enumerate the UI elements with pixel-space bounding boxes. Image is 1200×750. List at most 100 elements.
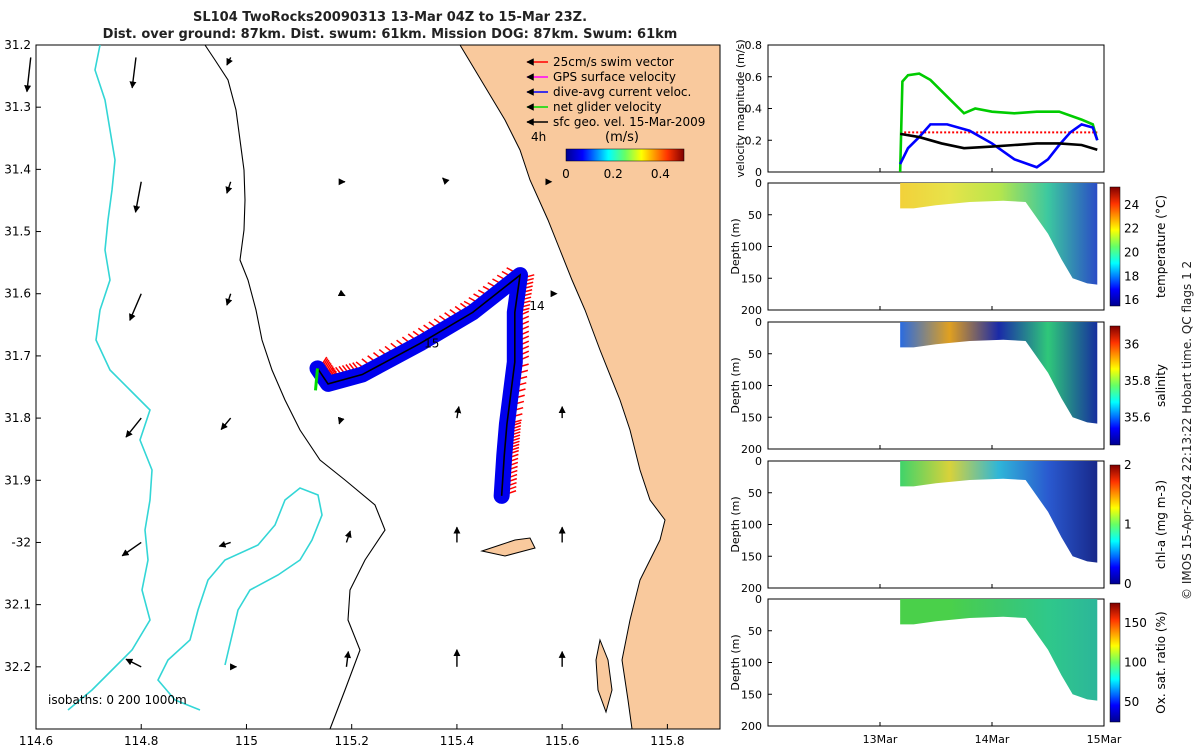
legend-label: sfc geo. vel. 15-Mar-2009	[553, 115, 705, 129]
isobath-1000m-b	[157, 487, 323, 711]
colorbar-label: Ox. sat. ratio (%)	[1154, 611, 1168, 713]
map-y-tick-label: 31.4	[4, 162, 31, 176]
map-y-tick-label: 31.2	[4, 38, 31, 52]
colorbar-tick-label: 100	[1124, 656, 1147, 670]
surface-vector	[454, 406, 462, 419]
y-tick-label: 200	[741, 582, 762, 595]
section-field	[900, 183, 1098, 285]
y-tick-label: 0.6	[745, 71, 763, 84]
surface-vector	[344, 530, 352, 543]
y-tick-label: 100	[741, 380, 762, 393]
isobath-1000m	[67, 44, 153, 711]
x-tick-label: 15Mar	[1087, 733, 1122, 746]
x-tick-label: 13Mar	[863, 733, 898, 746]
surface-velocity-vectors	[24, 57, 566, 671]
section-colorbar	[1109, 325, 1121, 446]
section-panel: 0 50 100 150 200 Depth (m) 16 18 20 22 24 temperatu…	[729, 177, 1168, 317]
y-tick-label: 100	[741, 241, 762, 254]
surface-vector	[121, 541, 142, 557]
legend-note: 4h	[531, 130, 546, 144]
section-panel: 0 50 100 150 200 Depth (m) 35.6 35.8 36 salinity	[729, 316, 1168, 456]
y-tick-label: 50	[748, 625, 762, 638]
colorbar-tick-label: 24	[1124, 198, 1139, 212]
section-colorbar	[1109, 186, 1121, 307]
y-tick-label: 200	[741, 443, 762, 456]
speed-colorbar	[565, 148, 685, 162]
map-y-tick-label: 31.7	[4, 349, 31, 363]
surface-vector	[129, 293, 142, 321]
y-tick-label: 50	[748, 348, 762, 361]
map-axis-ticks: 114.6 114.8 115 115.2 115.4 115.6 115.8 31.2 31.…	[4, 38, 684, 748]
colorbar-tick-label: 2	[1124, 458, 1132, 472]
map-x-tick-label: 115.4	[440, 734, 474, 748]
section-panel: 0 50 100 150 200 Depth (m) 50 100 150 Ox. sat. ra…	[729, 593, 1168, 746]
colorbar-label: (m/s)	[605, 130, 639, 145]
map-y-tick-label: 32.1	[4, 598, 31, 612]
y-tick-label: 150	[741, 411, 762, 424]
island	[480, 537, 536, 557]
y-tick-label: 0.8	[745, 39, 763, 52]
colorbar-tick-label: 20	[1124, 245, 1139, 259]
map-y-tick-label: 31.9	[4, 473, 31, 487]
colorbar-tick-label: 22	[1124, 222, 1139, 236]
peninsula	[595, 638, 613, 714]
y-tick-label: 100	[741, 519, 762, 532]
surface-vector	[344, 650, 352, 667]
y-tick-label: 50	[748, 209, 762, 222]
section-colorbar	[1109, 602, 1121, 723]
surface-vector	[129, 57, 137, 89]
surface-vector	[220, 417, 232, 431]
section-field	[900, 461, 1098, 563]
surface-vector	[218, 540, 231, 548]
surface-vector	[225, 181, 233, 194]
y-axis-label: Depth (m)	[729, 496, 742, 552]
isobath-label: isobaths: 0 200 1000m	[48, 693, 187, 707]
map-x-tick-label: 114.8	[124, 734, 158, 748]
y-axis-label: Depth (m)	[729, 357, 742, 413]
y-tick-label: 200	[741, 720, 762, 733]
surface-vector	[24, 57, 32, 93]
footer-credit: © IMOS 15-Apr-2024 22:13:22 Hobart time.…	[1180, 260, 1194, 600]
surface-vector	[226, 57, 233, 66]
y-tick-label: 50	[748, 487, 762, 500]
figure-title: SL104 TwoRocks20090313 13-Mar 04Z to 15-…	[192, 10, 588, 25]
map-y-tick-label: 31.6	[4, 287, 31, 301]
colorbar-label: temperature (°C)	[1154, 195, 1168, 298]
surface-vector	[125, 417, 142, 438]
y-tick-label: 150	[741, 550, 762, 563]
y-tick-label: 0	[755, 166, 762, 179]
colorbar-tick-label: 35.8	[1124, 374, 1151, 388]
land-area	[459, 44, 721, 730]
colorbar-tick-label: 50	[1124, 695, 1139, 709]
y-tick-label: 0.4	[745, 103, 763, 116]
section-field	[900, 599, 1098, 701]
colorbar-tick-label: 1	[1124, 518, 1132, 532]
velocity-frame	[767, 44, 1105, 173]
colorbar-tick-label: 0	[562, 167, 570, 181]
coast-200m	[204, 44, 386, 730]
section-panel: 0 50 100 150 200 Depth (m) 0 1 2 chl-a (mg m-3)	[729, 455, 1168, 595]
y-tick-label: 0	[755, 593, 762, 606]
velocity-series-line	[898, 122, 1099, 169]
y-axis-label: velocity magnitude (m/s)	[734, 39, 747, 177]
y-tick-label: 150	[741, 688, 762, 701]
colorbar-tick-label: 150	[1124, 616, 1147, 630]
track-day-label: 15	[424, 336, 439, 350]
legend-label: dive-avg current veloc.	[553, 85, 691, 99]
figure-subtitle: Dist. over ground: 87km. Dist. swum: 61k…	[102, 27, 678, 42]
map-y-tick-label: -32	[11, 535, 31, 549]
map-x-tick-label: 114.6	[19, 734, 53, 748]
colorbar-tick-label: 16	[1124, 293, 1139, 307]
y-axis-label: Depth (m)	[729, 218, 742, 274]
section-colorbar	[1109, 464, 1121, 585]
map-panel: 14 15 114.6 114.8 115 115.2 115.4 115.6 115.8 31…	[4, 38, 721, 748]
velocity-series-line	[899, 132, 1098, 152]
x-tick-label: 14Mar	[975, 733, 1010, 746]
colorbar-label: salinity	[1154, 364, 1168, 407]
colorbar-tick-label: 36	[1124, 337, 1139, 351]
colorbar-tick-label: 0.2	[604, 167, 623, 181]
